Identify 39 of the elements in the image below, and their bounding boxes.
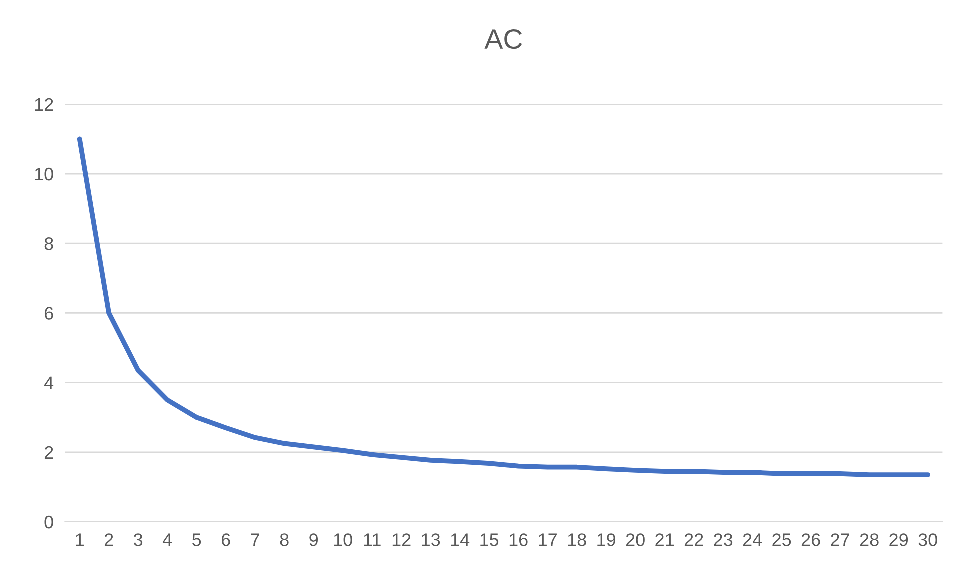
- y-tick-label: 10: [35, 168, 54, 181]
- x-tick-label: 11: [364, 534, 381, 546]
- x-tick-label: 2: [104, 534, 114, 546]
- x-tick-label: 29: [890, 534, 908, 546]
- y-tick-label: 2: [44, 446, 54, 459]
- x-tick-label: 1: [76, 534, 84, 546]
- line-series: [77, 136, 930, 478]
- x-tick-label: 20: [626, 534, 645, 546]
- y-tick-label: 6: [44, 307, 54, 320]
- x-tick-label: 27: [831, 534, 850, 546]
- x-tick-label: 19: [598, 534, 616, 546]
- x-tick-label: 13: [422, 534, 440, 546]
- x-tick-label: 24: [743, 534, 762, 546]
- y-tick-label: 8: [44, 238, 54, 250]
- x-tick-label: 7: [251, 534, 260, 546]
- x-tick-label: 14: [451, 534, 470, 546]
- x-tick-label: 3: [134, 534, 143, 546]
- x-tick-label: 10: [334, 534, 352, 546]
- y-tick-label: 12: [35, 98, 54, 111]
- y-tick-label: 4: [44, 376, 54, 390]
- x-tick-label: 30: [918, 534, 938, 546]
- chart-title: AC: [484, 29, 522, 50]
- x-tick-label: 4: [162, 534, 172, 546]
- x-tick-label: 6: [222, 534, 230, 546]
- x-tick-label: 5: [192, 534, 202, 546]
- x-tick-label: 16: [510, 534, 528, 546]
- x-tick-label: 21: [656, 534, 674, 546]
- x-tick-label: 28: [860, 534, 879, 546]
- x-tick-label: 18: [568, 534, 586, 546]
- x-tick-label: 15: [480, 534, 499, 546]
- x-tick-label: 9: [310, 534, 318, 546]
- x-tick-label: 17: [539, 534, 557, 546]
- x-tick-label: 23: [714, 534, 733, 546]
- x-tick-label: 22: [684, 534, 704, 546]
- x-tick-label: 12: [392, 534, 411, 546]
- x-tick-label: 25: [772, 534, 792, 546]
- x-tick-label: 8: [280, 534, 289, 546]
- x-tick-label: 26: [802, 534, 820, 546]
- y-tick-label: 0: [44, 516, 54, 529]
